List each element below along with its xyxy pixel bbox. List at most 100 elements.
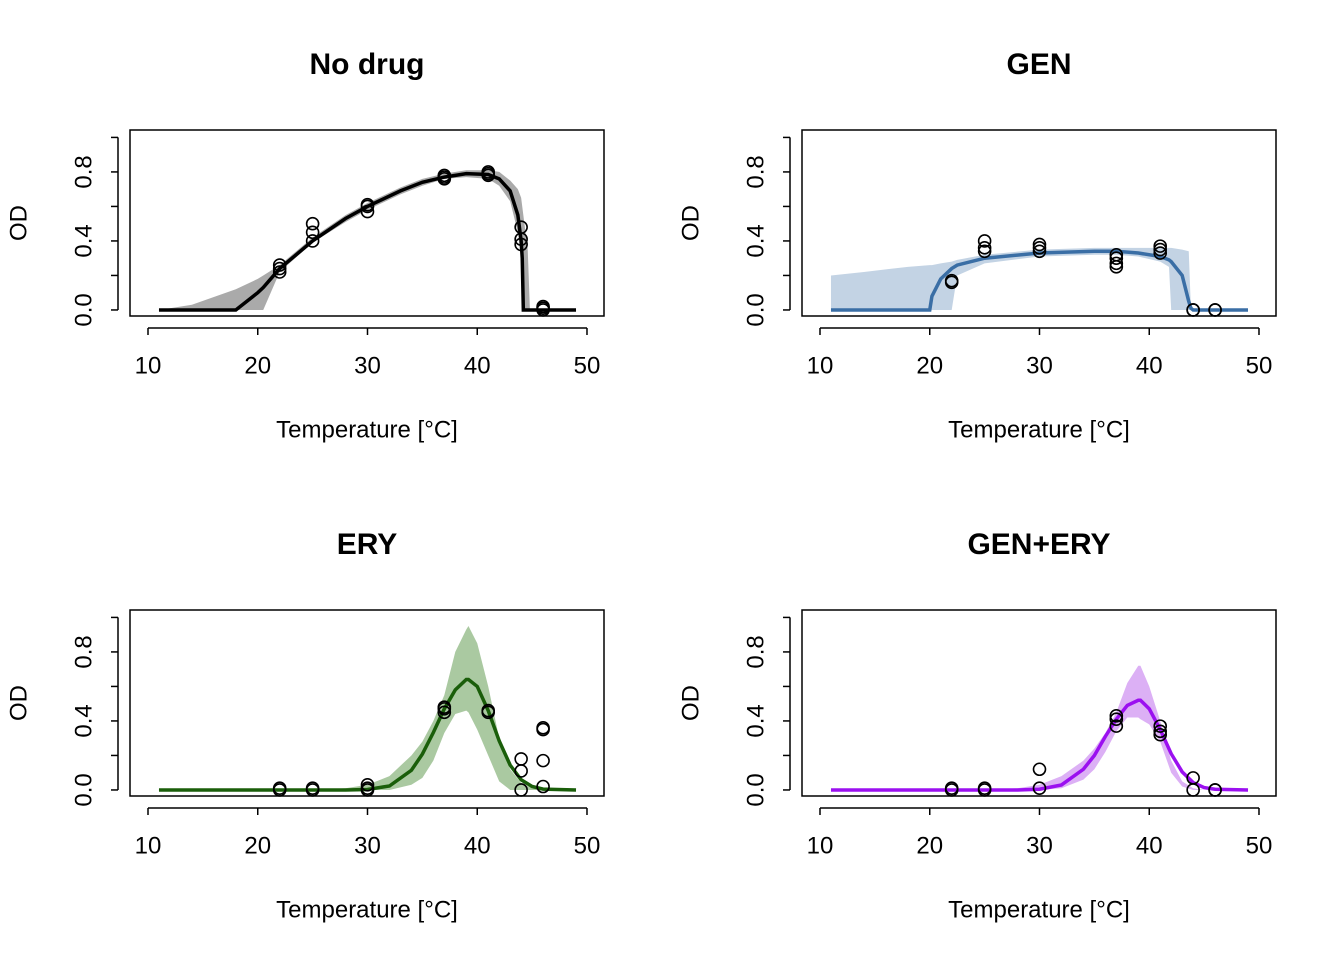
- fit-line: [830, 249, 1249, 312]
- data-point: [437, 705, 452, 720]
- x-tick-label: 40: [1136, 832, 1163, 859]
- y-tick-label: 0.0: [70, 293, 97, 326]
- y-tick-label: 0.4: [70, 224, 97, 257]
- x-tick-label: 40: [464, 832, 491, 859]
- x-tick-label: 40: [464, 352, 491, 379]
- data-point: [1153, 719, 1168, 733]
- data-point: [514, 764, 528, 778]
- x-tick-label: 30: [354, 352, 381, 379]
- data-point: [272, 265, 287, 279]
- x-tick-label: 50: [574, 352, 601, 379]
- confidence-band: [830, 665, 1249, 790]
- confidence-band: [158, 170, 577, 310]
- data-point: [360, 777, 375, 792]
- data-point: [944, 273, 959, 288]
- data-point: [1109, 712, 1124, 727]
- data-point: [977, 781, 992, 796]
- x-tick-label: 20: [244, 352, 271, 379]
- fit-line: [158, 171, 577, 312]
- data-point: [1109, 251, 1124, 265]
- x-tick-label: 30: [1026, 832, 1053, 859]
- x-tick-label: 30: [1026, 352, 1053, 379]
- chart-title: No drug: [310, 48, 425, 81]
- data-point: [1109, 708, 1124, 723]
- data-point: [1153, 727, 1168, 742]
- confidence-band: [158, 626, 577, 790]
- data-point: [1153, 724, 1168, 739]
- chart-title: GEN+ERY: [967, 528, 1110, 561]
- chart-title: ERY: [337, 528, 398, 561]
- data-point: [977, 244, 992, 259]
- plot-frame: [801, 129, 1277, 317]
- data-point: [305, 225, 320, 240]
- data-point: [1032, 762, 1047, 777]
- data-point: [536, 753, 550, 768]
- data-point: [305, 216, 320, 231]
- panel: 10 20 30 40 50 0.0 0.4 0.8 No drug Temperature [°…: [5, 48, 605, 443]
- data-point: [305, 234, 320, 248]
- panel: 10 20 30 40 50 0.0 0.4 0.8 GEN+ERY Temperature [°…: [677, 528, 1277, 923]
- x-tick-label: 20: [916, 832, 943, 859]
- data-point: [514, 237, 528, 252]
- x-tick-label: 50: [1246, 352, 1273, 379]
- data-point: [1186, 771, 1200, 785]
- x-axis-label: Temperature [°C]: [948, 416, 1130, 443]
- x-tick-label: 10: [135, 352, 162, 379]
- plot-frame: [129, 609, 605, 797]
- x-tick-label: 10: [807, 832, 834, 859]
- x-tick-label: 30: [354, 832, 381, 859]
- y-tick-label: 0.4: [70, 704, 97, 737]
- data-point: [536, 721, 550, 735]
- panel: 10 20 30 40 50 0.0 0.4 0.8 GEN Temperature [°C] OD: [677, 48, 1277, 443]
- data-point: [481, 165, 496, 179]
- x-axis-label: Temperature [°C]: [276, 896, 458, 923]
- data-point: [944, 781, 959, 796]
- data-point: [272, 261, 287, 276]
- data-point: [1153, 246, 1168, 260]
- data-point: [536, 779, 550, 794]
- fit-line: [830, 698, 1249, 792]
- data-point: [1032, 781, 1047, 796]
- data-point: [305, 781, 320, 796]
- data-point: [1032, 244, 1047, 259]
- data-point: [1109, 256, 1124, 271]
- y-axis-label: OD: [677, 685, 704, 721]
- chart-title: GEN: [1006, 48, 1071, 81]
- data-point: [360, 204, 375, 219]
- data-point: [437, 168, 452, 183]
- x-tick-label: 20: [244, 832, 271, 859]
- data-point: [360, 197, 375, 212]
- y-tick-label: 0.8: [742, 155, 769, 188]
- y-tick-label: 0.0: [742, 293, 769, 326]
- x-tick-label: 50: [1246, 832, 1273, 859]
- y-tick-label: 0.8: [742, 635, 769, 668]
- y-tick-label: 0.4: [742, 704, 769, 737]
- panel: 10 20 30 40 50 0.0 0.4 0.8 ERY Temperature [°C] OD: [5, 528, 605, 923]
- y-tick-label: 0.8: [70, 155, 97, 188]
- y-tick-label: 0.0: [70, 773, 97, 806]
- data-point: [536, 299, 550, 314]
- y-tick-label: 0.4: [742, 224, 769, 257]
- x-axis-label: Temperature [°C]: [276, 416, 458, 443]
- plot-frame: [801, 609, 1277, 797]
- data-point: [1186, 783, 1200, 797]
- data-point: [514, 752, 528, 766]
- y-axis-label: OD: [677, 205, 704, 241]
- data-point: [481, 703, 496, 718]
- data-point: [1153, 239, 1168, 253]
- y-tick-label: 0.0: [742, 773, 769, 806]
- plot-frame: [129, 129, 605, 317]
- data-point: [1032, 237, 1047, 252]
- y-axis-label: OD: [5, 685, 32, 721]
- x-axis-label: Temperature [°C]: [948, 896, 1130, 923]
- data-point: [1109, 247, 1124, 262]
- y-tick-label: 0.8: [70, 635, 97, 668]
- data-point: [1032, 241, 1047, 255]
- data-point: [977, 241, 992, 255]
- data-point: [977, 234, 992, 248]
- x-tick-label: 10: [135, 832, 162, 859]
- data-point: [437, 700, 452, 714]
- data-point: [1109, 719, 1124, 733]
- x-tick-label: 50: [574, 832, 601, 859]
